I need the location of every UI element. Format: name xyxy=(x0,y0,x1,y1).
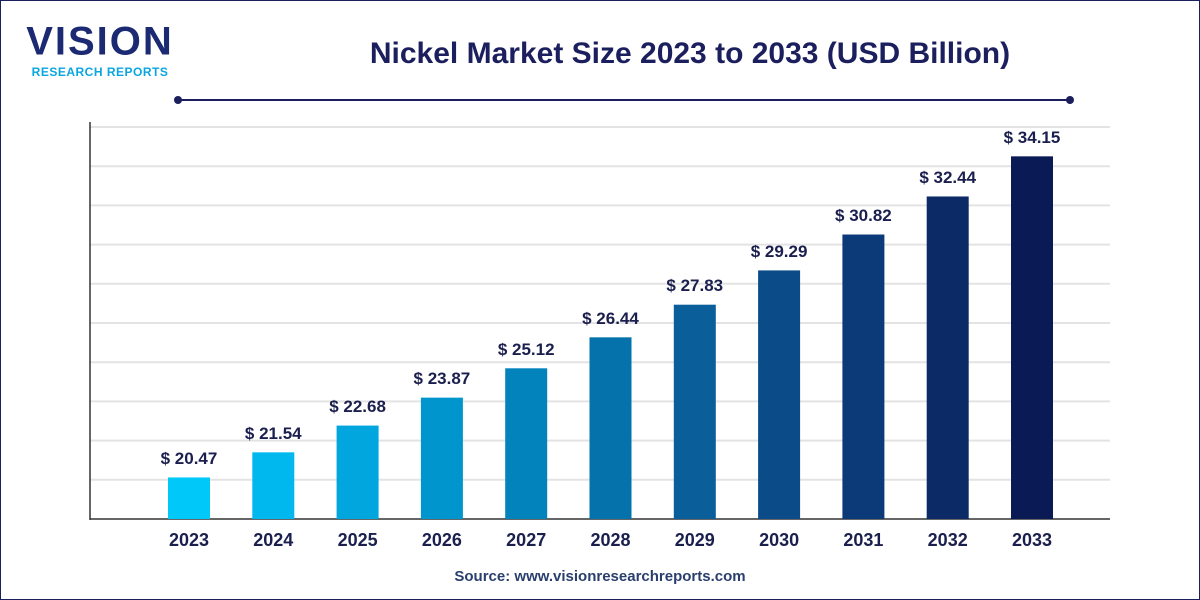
x-tick-label: 2030 xyxy=(759,530,799,550)
logo-tagline: RESEARCH REPORTS xyxy=(32,65,169,79)
x-tick-label: 2032 xyxy=(928,530,968,550)
value-label: $ 23.87 xyxy=(414,369,471,388)
rule-dot xyxy=(174,96,182,104)
x-tick-label: 2029 xyxy=(675,530,715,550)
x-tick-label: 2023 xyxy=(169,530,209,550)
value-label: $ 25.12 xyxy=(498,340,555,359)
logo-name: VISION xyxy=(26,20,174,64)
value-label: $ 22.68 xyxy=(329,397,386,416)
value-label: $ 21.54 xyxy=(245,424,302,443)
value-label: $ 26.44 xyxy=(582,309,639,328)
source: Source: www.visionresearchreports.com xyxy=(454,568,745,585)
bar xyxy=(420,397,463,519)
x-tick-label: 2033 xyxy=(1012,530,1052,550)
bar xyxy=(505,368,548,519)
bar xyxy=(252,452,295,519)
bar xyxy=(758,270,801,519)
rule-dot xyxy=(1066,96,1074,104)
bar xyxy=(673,304,716,519)
x-tick-label: 2024 xyxy=(253,530,293,550)
value-label: $ 34.15 xyxy=(1004,128,1061,147)
bar xyxy=(842,234,885,519)
x-tick-label: 2026 xyxy=(422,530,462,550)
x-tick-label: 2028 xyxy=(590,530,630,550)
value-label: $ 27.83 xyxy=(666,276,723,295)
x-tick-label: 2031 xyxy=(843,530,883,550)
bar xyxy=(168,477,210,519)
chart-title: Nickel Market Size 2023 to 2033 (USD Bil… xyxy=(370,37,1010,70)
bar xyxy=(926,196,969,520)
bar xyxy=(1011,156,1053,520)
bar xyxy=(336,425,379,519)
value-label: $ 30.82 xyxy=(835,206,892,225)
bar xyxy=(589,337,632,519)
value-label: $ 29.29 xyxy=(751,242,808,261)
x-tick-label: 2025 xyxy=(338,530,378,550)
value-label: $ 20.47 xyxy=(161,449,218,468)
x-tick-label: 2027 xyxy=(506,530,546,550)
value-label: $ 32.44 xyxy=(919,168,976,187)
